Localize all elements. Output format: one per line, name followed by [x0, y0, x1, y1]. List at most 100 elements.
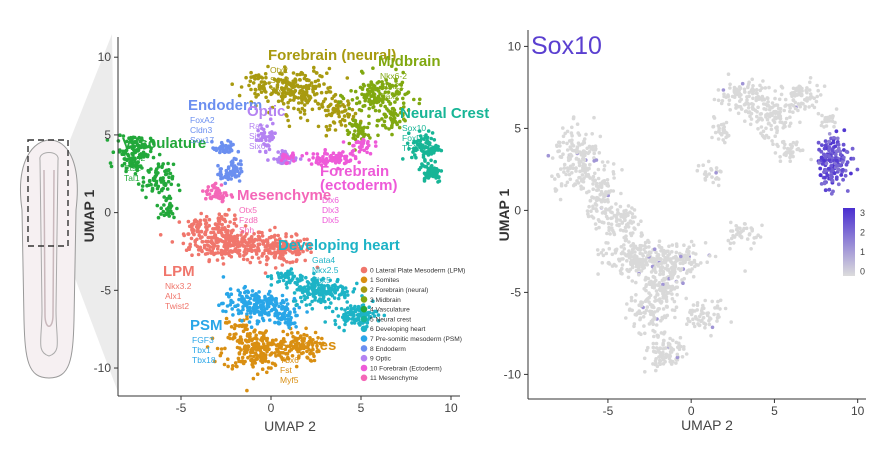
- data-point: [661, 350, 665, 355]
- data-point: [684, 352, 689, 356]
- data-point: [621, 257, 625, 261]
- data-point: [700, 318, 704, 323]
- data-point: [714, 171, 718, 175]
- data-point: [280, 99, 284, 103]
- data-point: [357, 160, 362, 165]
- x-tick-label: 5: [771, 404, 778, 418]
- data-point: [764, 126, 768, 131]
- data-point: [137, 135, 141, 140]
- data-point-high: [822, 181, 827, 186]
- data-point-high: [823, 188, 828, 193]
- data-point-high: [829, 173, 834, 178]
- data-point: [375, 86, 380, 91]
- data-point: [166, 209, 170, 213]
- data-point: [630, 308, 634, 313]
- data-point: [662, 296, 667, 300]
- data-point: [351, 148, 356, 153]
- data-point: [629, 262, 633, 267]
- data-point: [627, 240, 631, 244]
- data-point-high: [818, 173, 823, 178]
- data-point: [221, 309, 225, 313]
- data-point: [238, 323, 243, 328]
- data-point: [280, 304, 285, 309]
- data-point: [430, 168, 435, 173]
- data-point: [286, 80, 290, 84]
- data-point: [264, 329, 269, 333]
- data-point: [590, 144, 595, 149]
- data-point: [350, 124, 355, 128]
- data-point: [359, 69, 364, 74]
- data-point: [361, 82, 366, 87]
- data-point: [329, 102, 333, 107]
- data-point: [622, 243, 626, 247]
- data-point: [659, 318, 663, 323]
- data-point: [594, 183, 599, 187]
- data-point-high: [816, 140, 821, 145]
- data-point: [267, 81, 271, 85]
- data-point: [671, 338, 675, 343]
- data-point: [417, 138, 421, 143]
- data-point: [234, 332, 238, 336]
- data-point: [300, 98, 304, 103]
- data-point: [827, 119, 832, 123]
- data-point: [302, 103, 307, 107]
- data-point: [651, 284, 655, 289]
- data-point: [260, 234, 265, 238]
- data-point: [314, 278, 318, 283]
- data-point: [593, 171, 597, 176]
- data-point: [669, 257, 673, 261]
- data-point: [425, 138, 430, 143]
- data-point: [238, 159, 243, 163]
- data-point: [236, 149, 241, 154]
- data-point: [609, 222, 614, 227]
- data-point: [223, 240, 228, 244]
- data-point: [830, 114, 835, 118]
- cluster-1-points: [205, 314, 326, 393]
- data-point: [629, 295, 634, 300]
- data-point: [176, 183, 181, 187]
- data-point: [310, 107, 315, 112]
- data-point: [273, 233, 277, 238]
- data-point: [643, 311, 647, 315]
- data-point: [310, 342, 315, 347]
- data-point: [303, 90, 308, 95]
- data-point: [266, 366, 271, 370]
- data-point: [274, 354, 278, 358]
- cluster-gene: Gata4: [312, 255, 335, 265]
- data-point: [139, 152, 143, 156]
- data-point: [654, 250, 658, 255]
- data-point: [316, 281, 320, 286]
- data-point: [243, 248, 248, 252]
- data-point: [354, 122, 359, 127]
- data-point: [568, 177, 573, 182]
- data-point: [289, 347, 294, 352]
- data-point: [661, 341, 665, 346]
- data-point: [298, 285, 302, 289]
- data-point: [620, 213, 624, 218]
- data-point: [586, 212, 590, 216]
- data-point: [681, 260, 685, 265]
- data-point: [583, 163, 587, 167]
- data-point: [326, 291, 331, 296]
- data-point: [394, 84, 398, 88]
- data-point: [728, 86, 732, 90]
- data-point: [156, 162, 161, 166]
- data-point: [596, 252, 601, 257]
- data-point: [357, 149, 362, 154]
- data-point: [215, 346, 220, 351]
- data-point: [732, 235, 737, 239]
- data-point: [269, 297, 274, 302]
- data-point: [282, 90, 286, 94]
- data-point: [436, 168, 441, 173]
- data-point: [583, 170, 587, 174]
- data-point: [401, 96, 405, 101]
- data-point: [131, 156, 136, 161]
- y-tick-label: 10: [98, 50, 112, 64]
- data-point: [604, 241, 608, 245]
- data-point: [237, 351, 242, 356]
- data-point: [111, 150, 116, 154]
- data-point: [253, 328, 257, 333]
- data-point: [359, 141, 364, 146]
- data-point: [654, 323, 659, 327]
- data-point: [341, 140, 346, 144]
